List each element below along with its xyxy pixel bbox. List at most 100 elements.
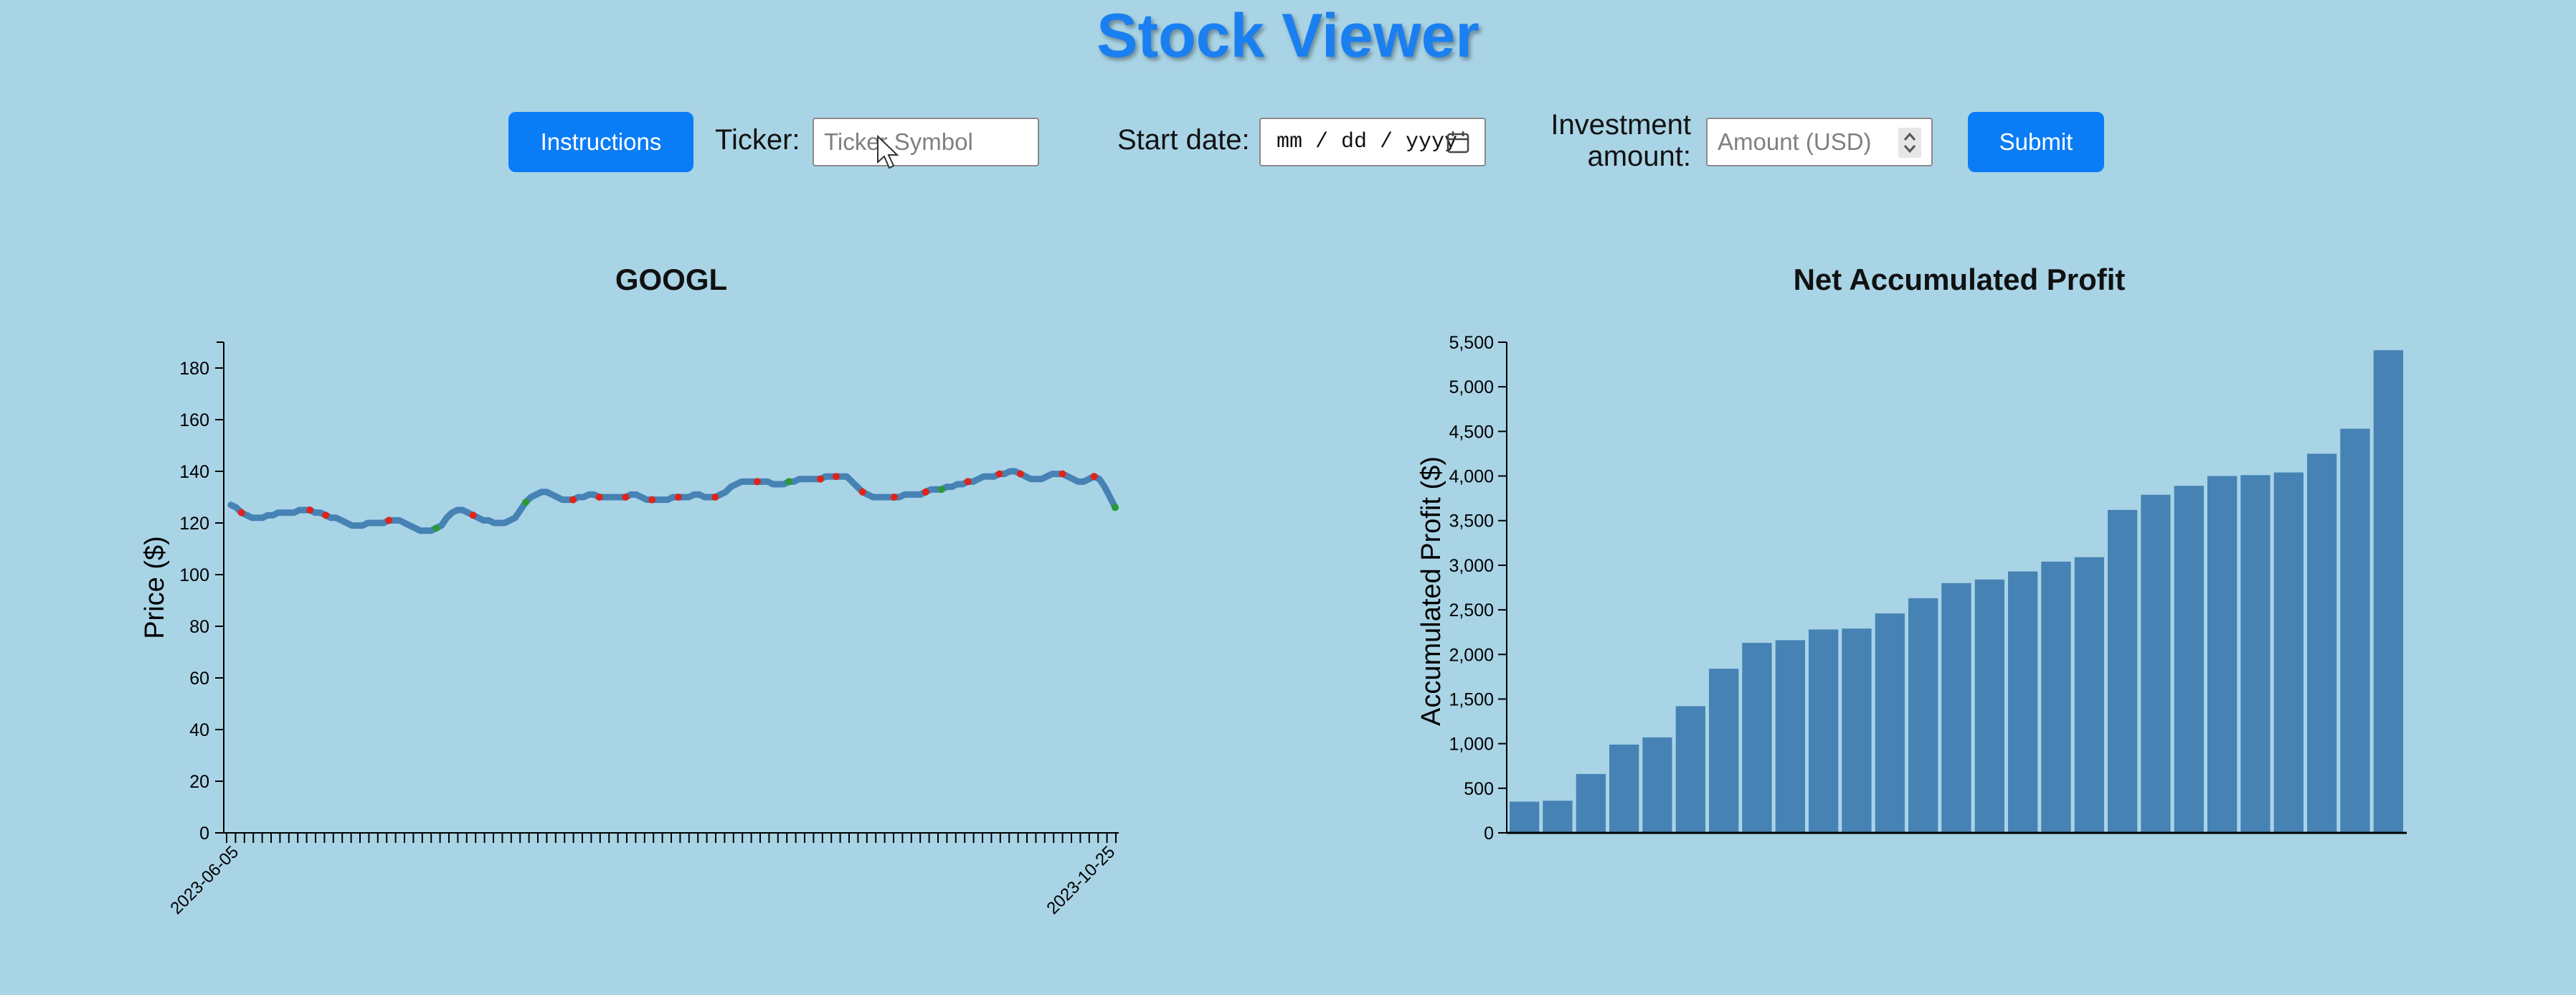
price-y-tick-label: 0 bbox=[199, 824, 209, 844]
profit-bar bbox=[1775, 640, 1805, 833]
investment-label-line1: Investment bbox=[1550, 109, 1691, 141]
ticker-label: Ticker: bbox=[715, 124, 800, 156]
profit-y-tick-label: 5,500 bbox=[1449, 333, 1494, 353]
buy-marker bbox=[469, 511, 477, 519]
buy-marker bbox=[922, 488, 929, 496]
profit-y-axis-label: Accumulated Profit ($) bbox=[1416, 456, 1446, 726]
buy-marker bbox=[569, 496, 577, 504]
profit-bar bbox=[1576, 773, 1606, 833]
profit-y-tick-label: 3,000 bbox=[1449, 556, 1494, 576]
start-date-display: mm / dd / yyyy bbox=[1277, 130, 1458, 154]
buy-marker bbox=[995, 470, 1003, 478]
price-x-tick-label: 2023-06-05 bbox=[166, 842, 242, 918]
buy-marker bbox=[817, 475, 824, 483]
start-date-input[interactable]: mm / dd / yyyy bbox=[1259, 118, 1486, 166]
profit-bar bbox=[2108, 509, 2138, 833]
amount-input[interactable]: Amount (USD) bbox=[1706, 118, 1933, 166]
profit-y-tick-label: 4,000 bbox=[1449, 467, 1494, 487]
price-x-tick-label: 2023-10-25 bbox=[1043, 842, 1119, 918]
price-y-axis-label: Price ($) bbox=[140, 536, 170, 639]
buy-marker bbox=[622, 494, 630, 501]
profit-y-tick-label: 2,000 bbox=[1449, 645, 1494, 665]
profit-bar bbox=[2240, 475, 2270, 833]
buy-marker bbox=[890, 494, 898, 501]
price-y-tick-label: 160 bbox=[179, 410, 209, 430]
buy-marker bbox=[1059, 470, 1066, 478]
profit-bar bbox=[1908, 598, 1938, 833]
buy-marker bbox=[595, 494, 603, 501]
profit-y-tick-label: 1,000 bbox=[1449, 735, 1494, 755]
profit-bar bbox=[2008, 571, 2038, 833]
investment-label-line2: amount: bbox=[1587, 141, 1691, 172]
profit-bar bbox=[2373, 350, 2403, 833]
price-y-tick-label: 100 bbox=[179, 565, 209, 585]
buy-marker bbox=[322, 511, 330, 519]
price-line bbox=[227, 468, 1119, 534]
profit-bar bbox=[1875, 613, 1905, 833]
price-y-tick-label: 60 bbox=[189, 669, 209, 689]
sell-marker bbox=[522, 499, 529, 506]
profit-y-tick-label: 4,500 bbox=[1449, 422, 1494, 442]
sell-marker bbox=[937, 486, 945, 494]
profit-bar bbox=[1642, 737, 1672, 833]
buy-marker bbox=[306, 506, 314, 514]
app-title: Stock Viewer bbox=[1097, 1, 1479, 70]
price-y-tick-label: 40 bbox=[189, 720, 209, 740]
profit-bar bbox=[1510, 801, 1540, 833]
profit-bar bbox=[2307, 453, 2337, 833]
mouse-cursor bbox=[877, 135, 899, 169]
profit-bar bbox=[2174, 486, 2204, 833]
price-y-tick-label: 120 bbox=[179, 514, 209, 534]
profit-bar bbox=[2207, 476, 2238, 833]
ticker-input[interactable]: Ticker Symbol bbox=[813, 118, 1039, 166]
buy-marker bbox=[674, 494, 682, 501]
profit-y-tick-label: 0 bbox=[1484, 824, 1494, 844]
amount-placeholder: Amount (USD) bbox=[1718, 128, 1872, 155]
profit-y-tick-label: 3,500 bbox=[1449, 511, 1494, 532]
price-y-tick-label: 80 bbox=[189, 617, 209, 637]
buy-marker bbox=[1090, 473, 1098, 481]
profit-bar bbox=[2273, 472, 2303, 833]
instructions-button[interactable]: Instructions bbox=[508, 112, 693, 172]
profit-bar bbox=[1842, 628, 1872, 833]
profit-bar bbox=[1809, 629, 1839, 833]
buy-marker bbox=[858, 488, 866, 496]
buy-marker bbox=[237, 509, 245, 517]
ticker-placeholder: Ticker Symbol bbox=[824, 128, 973, 155]
price-line-chart: 0 20 40 60 80 100 120 140 160 180 2023-06-05 2023-1… bbox=[140, 341, 1119, 918]
profit-bar bbox=[2141, 494, 2171, 833]
calendar-icon[interactable] bbox=[1446, 130, 1470, 154]
buy-marker bbox=[833, 473, 840, 481]
profit-y-tick-label: 1,500 bbox=[1449, 689, 1494, 709]
investment-label: Investment amount: bbox=[1519, 109, 1691, 172]
price-y-tick-label: 20 bbox=[189, 772, 209, 792]
profit-bar bbox=[2074, 557, 2104, 833]
profit-y-tick-label: 5,000 bbox=[1449, 377, 1494, 397]
profit-bar bbox=[1974, 579, 2004, 833]
buy-marker bbox=[648, 496, 656, 504]
buy-marker bbox=[1016, 470, 1024, 478]
sell-marker bbox=[1112, 504, 1119, 511]
buy-marker bbox=[711, 494, 719, 501]
number-spinner-icon[interactable] bbox=[1898, 128, 1921, 158]
start-date-label: Start date: bbox=[1117, 124, 1250, 156]
profit-bar bbox=[1543, 801, 1573, 833]
profit-y-tick-label: 2,500 bbox=[1449, 600, 1494, 621]
profit-chart-title: Net Accumulated Profit bbox=[1793, 263, 2126, 296]
profit-bar bbox=[2041, 561, 2071, 833]
profit-y-tick-label: 500 bbox=[1464, 779, 1494, 799]
submit-button[interactable]: Submit bbox=[1968, 112, 2104, 172]
buy-marker bbox=[964, 478, 972, 486]
profit-bar bbox=[2340, 428, 2370, 833]
price-y-tick-label: 140 bbox=[179, 462, 209, 482]
sell-marker bbox=[785, 478, 792, 486]
profit-bar-chart: 0 500 1,000 1,500 2,000 2,500 3,000 3,500 4,000 4… bbox=[1416, 333, 2407, 844]
buy-marker bbox=[753, 478, 761, 486]
profit-bar bbox=[1709, 669, 1739, 833]
price-y-tick-label: 180 bbox=[179, 359, 209, 379]
profit-bar bbox=[1941, 583, 1971, 833]
buy-marker bbox=[385, 517, 393, 524]
profit-bar bbox=[1609, 744, 1639, 833]
profit-bar bbox=[1742, 643, 1772, 833]
sell-marker bbox=[432, 524, 440, 532]
